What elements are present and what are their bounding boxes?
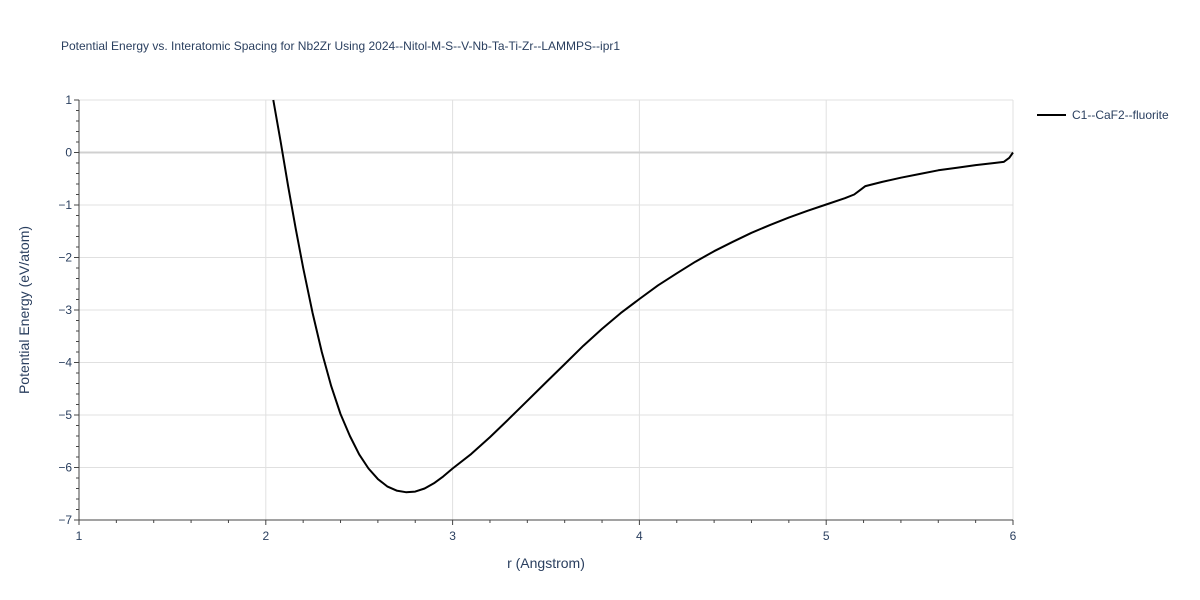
y-tick-label: −6: [58, 461, 72, 475]
x-tick-label: 1: [76, 529, 83, 543]
chart-title: Potential Energy vs. Interatomic Spacing…: [61, 39, 620, 53]
y-tick-label: −7: [58, 513, 72, 527]
legend[interactable]: C1--CaF2--fluorite: [1037, 108, 1169, 122]
x-tick-label: 2: [262, 529, 269, 543]
x-tick-label: 4: [636, 529, 643, 543]
grid: [79, 99, 1014, 520]
plot-area: [272, 99, 1014, 494]
y-tick-label: −4: [58, 356, 72, 370]
x-tick-label: 5: [823, 529, 830, 543]
y-tick-label: 0: [65, 146, 72, 160]
y-tick-label: −3: [58, 303, 72, 317]
y-tick-label: −5: [58, 408, 72, 422]
y-axis-title: Potential Energy (eV/atom): [16, 226, 32, 394]
axes: 1 2 3 4 5 6 1 0 −1 −2 −3 −4 −5 −6 −7: [58, 93, 1016, 543]
legend-label: C1--CaF2--fluorite: [1072, 108, 1169, 122]
x-tick-label: 3: [449, 529, 456, 543]
y-tick-label: 1: [65, 93, 72, 107]
x-tick-label: 6: [1010, 529, 1017, 543]
y-tick-label: −1: [58, 198, 72, 212]
x-axis-title: r (Angstrom): [507, 555, 585, 571]
y-tick-label: −2: [58, 251, 72, 265]
series-line-0[interactable]: [272, 99, 1014, 494]
